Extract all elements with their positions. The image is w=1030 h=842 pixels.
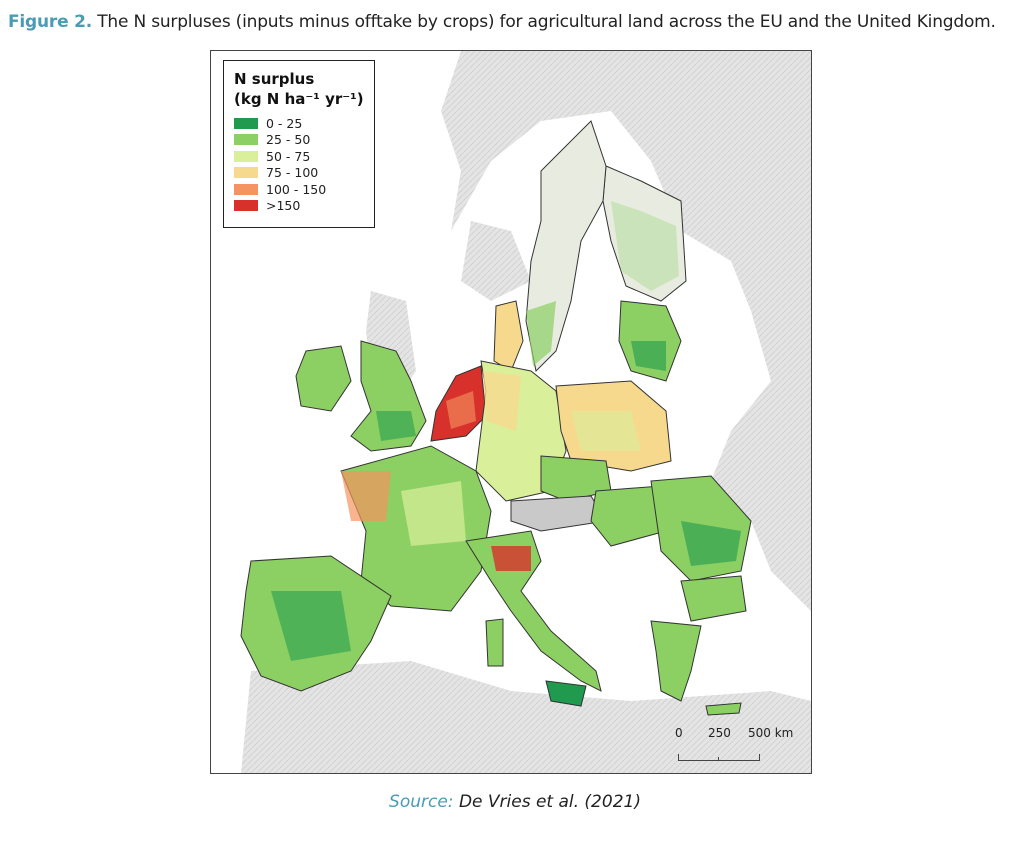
legend-label: 50 - 75 [266, 148, 311, 164]
legend-swatch [234, 200, 258, 212]
legend-label: 0 - 25 [266, 115, 303, 131]
legend-title-line2: (kg N ha⁻¹ yr⁻¹) [234, 90, 364, 108]
legend-swatch [234, 150, 258, 162]
legend-item: 100 - 150 [234, 181, 364, 198]
legend-item: 0 - 25 [234, 115, 364, 132]
scale-mid-tick [718, 757, 719, 760]
caption-text: The N surpluses (inputs minus offtake by… [97, 12, 996, 32]
legend-swatch [234, 134, 258, 146]
norway-land [461, 221, 531, 301]
map-frame: N surplus (kg N ha⁻¹ yr⁻¹) 0 - 25 25 - 5… [210, 50, 812, 774]
north-africa-land [241, 661, 811, 773]
figure-label: Figure 2. [8, 12, 93, 32]
legend-swatch [234, 167, 258, 179]
legend-swatch [234, 183, 258, 195]
legend-title-line1: N surplus [234, 70, 315, 88]
non-eu-land [441, 51, 811, 611]
legend-item: >150 [234, 198, 364, 215]
scale-tick-250: 250 [708, 726, 731, 740]
legend-item: 75 - 100 [234, 165, 364, 182]
legend-label: 25 - 50 [266, 132, 311, 148]
legend-item: 25 - 50 [234, 132, 364, 149]
scale-labels: 0 250 500 km [673, 726, 803, 744]
legend-swatch [234, 117, 258, 129]
figure-caption: Figure 2. The N surpluses (inputs minus … [8, 12, 996, 32]
scale-line [678, 754, 760, 761]
legend-label: >150 [266, 198, 301, 214]
source-citation: Source: De Vries et al. (2021) [0, 792, 1030, 812]
legend-items: 0 - 25 25 - 50 50 - 75 75 - 100 100 - 15… [234, 115, 364, 214]
legend-title: N surplus (kg N ha⁻¹ yr⁻¹) [234, 69, 364, 109]
source-text: De Vries et al. (2021) [458, 792, 641, 812]
map-legend: N surplus (kg N ha⁻¹ yr⁻¹) 0 - 25 25 - 5… [223, 60, 375, 228]
scale-tick-500: 500 km [748, 726, 794, 740]
scale-bar: 0 250 500 km [673, 726, 803, 766]
legend-item: 50 - 75 [234, 148, 364, 165]
scale-tick-0: 0 [675, 726, 683, 740]
europe-map [240, 51, 811, 773]
legend-label: 75 - 100 [266, 165, 319, 181]
source-label: Source: [389, 792, 454, 812]
legend-label: 100 - 150 [266, 181, 327, 197]
